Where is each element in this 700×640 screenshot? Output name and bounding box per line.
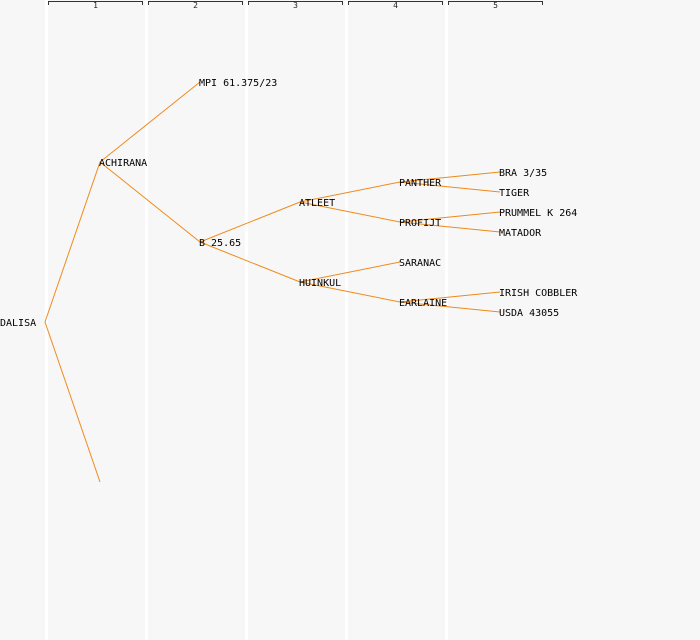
generation-bracket-3 bbox=[248, 1, 343, 5]
pedigree-link bbox=[44, 161, 101, 323]
generation-bracket-2 bbox=[148, 1, 243, 5]
generation-separator bbox=[445, 0, 448, 640]
generation-separator bbox=[345, 0, 348, 640]
pedigree-node-label[interactable]: IRISH COBBLER bbox=[499, 288, 578, 299]
pedigree-link bbox=[199, 201, 301, 243]
pedigree-link bbox=[299, 201, 401, 223]
pedigree-link bbox=[299, 281, 401, 303]
pedigree-link bbox=[99, 161, 201, 243]
generation-column-3 bbox=[248, 0, 345, 640]
generation-column-2 bbox=[148, 0, 245, 640]
generation-label-4: 4 bbox=[393, 1, 398, 10]
pedigree-link bbox=[399, 301, 501, 313]
pedigree-node-label[interactable]: HUINKUL bbox=[299, 278, 341, 289]
generation-separator bbox=[45, 0, 48, 640]
pedigree-node-label[interactable]: PRUMMEL K 264 bbox=[499, 208, 577, 219]
pedigree-link bbox=[299, 181, 401, 203]
pedigree-node-label[interactable]: EARLAINE bbox=[399, 298, 447, 309]
pedigree-link bbox=[199, 241, 301, 283]
generation-label-5: 5 bbox=[493, 1, 498, 10]
generation-column-4 bbox=[348, 0, 445, 640]
pedigree-node-label[interactable]: MPI 61.375/23 bbox=[199, 78, 277, 89]
pedigree-node-label[interactable]: SARANAC bbox=[399, 258, 441, 269]
generation-bracket-1 bbox=[48, 1, 143, 5]
pedigree-node-label[interactable]: TIGER bbox=[499, 188, 530, 199]
generation-column-1 bbox=[48, 0, 145, 640]
pedigree-link bbox=[399, 181, 501, 193]
pedigree-node-label[interactable]: BRA 3/35 bbox=[499, 168, 547, 179]
generation-bracket-4 bbox=[348, 1, 443, 5]
generation-label-2: 2 bbox=[193, 1, 198, 10]
generation-label-3: 3 bbox=[293, 1, 298, 10]
generation-separator bbox=[245, 0, 248, 640]
pedigree-link bbox=[399, 221, 501, 233]
pedigree-node-label[interactable]: ATLEET bbox=[299, 198, 335, 209]
generation-separator bbox=[145, 0, 148, 640]
pedigree-node-label[interactable]: MATADOR bbox=[499, 228, 542, 239]
generation-bracket-5 bbox=[448, 1, 543, 5]
pedigree-link bbox=[399, 211, 501, 223]
pedigree-node-label[interactable]: PROFIJT bbox=[399, 218, 441, 229]
generation-column-5 bbox=[448, 0, 545, 640]
pedigree-node-label[interactable]: B 25.65 bbox=[199, 238, 241, 249]
pedigree-link bbox=[399, 291, 501, 303]
pedigree-node-label[interactable]: USDA 43055 bbox=[499, 308, 559, 319]
pedigree-node-label[interactable]: PANTHER bbox=[399, 178, 442, 189]
pedigree-link bbox=[299, 261, 401, 283]
pedigree-link bbox=[44, 321, 101, 483]
pedigree-node-label[interactable]: DALISA bbox=[0, 318, 36, 329]
pedigree-node-label[interactable]: ACHIRANA bbox=[99, 158, 147, 169]
pedigree-link bbox=[99, 81, 201, 163]
generation-label-1: 1 bbox=[93, 1, 98, 10]
pedigree-link bbox=[399, 171, 501, 183]
